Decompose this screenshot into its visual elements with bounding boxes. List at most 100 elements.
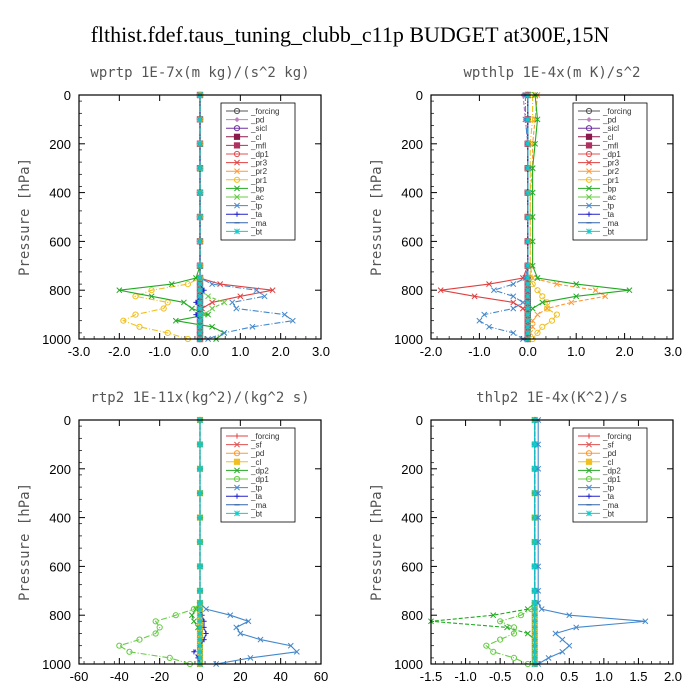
- legend-marker: [585, 125, 593, 132]
- x-tick-label: 60: [314, 669, 328, 684]
- data-point: [534, 329, 541, 336]
- data-point: [553, 311, 560, 318]
- data-point: [257, 636, 264, 643]
- data-point: [545, 654, 552, 661]
- data-point: [483, 642, 490, 649]
- data-point: [531, 654, 538, 661]
- series-tp: [476, 92, 531, 342]
- data-point: [534, 311, 541, 318]
- series-line: [117, 420, 201, 665]
- data-point: [476, 317, 483, 324]
- data-point: [573, 281, 580, 288]
- x-tick-label: 3.0: [312, 344, 330, 359]
- legend-entry: _pr1: [602, 176, 620, 185]
- data-point: [261, 293, 268, 300]
- data-point: [197, 116, 203, 123]
- legend-entry: _dp2: [250, 466, 269, 475]
- legend-box: [220, 427, 296, 523]
- series-line: [430, 420, 536, 664]
- data-point: [197, 654, 203, 661]
- legend-marker: [233, 150, 241, 158]
- y-tick-label: 600: [401, 234, 423, 249]
- data-point: [524, 238, 531, 245]
- legend-entry: _pr3: [250, 159, 268, 168]
- legend-marker: [234, 510, 240, 517]
- data-point: [191, 649, 197, 655]
- data-point: [197, 648, 203, 655]
- data-point: [197, 323, 203, 330]
- y-tick-label: 0: [64, 88, 71, 103]
- x-tick-label: -1.0: [454, 669, 476, 684]
- legend-entry: _tp: [250, 484, 263, 493]
- data-point: [197, 329, 203, 336]
- y-tick-label: 1000: [394, 332, 423, 347]
- data-point: [437, 287, 444, 294]
- data-point: [553, 281, 560, 288]
- data-point: [510, 299, 517, 306]
- data-point: [531, 630, 538, 637]
- legend-entry: _tp: [250, 202, 263, 211]
- data-point: [197, 140, 203, 147]
- data-point: [531, 624, 538, 631]
- legend-entry: _pd: [602, 116, 616, 125]
- data-point: [148, 287, 155, 294]
- x-tick-label: 1.0: [595, 669, 613, 684]
- legend-marker: [585, 176, 593, 183]
- legend-marker: [585, 107, 593, 115]
- y-tick-label: 600: [49, 559, 71, 574]
- data-point: [524, 275, 531, 281]
- x-tick-label: 0.0: [526, 669, 544, 684]
- legend-marker: [586, 202, 592, 209]
- data-point: [524, 140, 531, 147]
- legend-marker: [586, 484, 592, 491]
- legend-marker: [585, 475, 593, 483]
- y-tick-label: 200: [401, 462, 423, 477]
- legend-entry: _bt: [250, 509, 263, 518]
- data-point: [520, 305, 526, 312]
- data-point: [510, 624, 518, 631]
- data-point: [531, 618, 538, 625]
- legend-marker: [586, 194, 592, 200]
- data-point: [197, 624, 203, 631]
- x-tick-label: 20: [233, 669, 247, 684]
- legend-entry: _ma: [602, 501, 619, 510]
- y-axis-label: Pressure [hPa]: [369, 483, 385, 601]
- chart-title: thlp2 1E-4x(K^2)/s: [476, 390, 628, 406]
- y-tick-label: 1000: [42, 657, 71, 672]
- plot-frame: [430, 94, 674, 340]
- legend-entry: _ta: [250, 492, 263, 501]
- x-tick-label: -3.0: [68, 344, 90, 359]
- legend-entry: _forcing: [250, 432, 279, 441]
- legend-marker: [234, 194, 240, 200]
- data-point: [534, 287, 541, 294]
- data-point: [249, 323, 256, 330]
- legend-entry: _ac: [602, 193, 616, 202]
- legend-marker: [586, 185, 592, 192]
- data-point: [529, 317, 536, 324]
- data-point: [172, 612, 179, 619]
- data-point: [126, 648, 133, 655]
- legend-marker: [586, 168, 592, 175]
- y-tick-label: 400: [401, 511, 423, 526]
- data-point: [209, 305, 216, 312]
- y-tick-label: 600: [401, 559, 423, 574]
- y-tick-label: 400: [49, 511, 71, 526]
- series-bt: [197, 417, 203, 667]
- legend-marker: [233, 142, 241, 149]
- data-point: [490, 612, 497, 619]
- data-point: [233, 305, 240, 312]
- data-point: [166, 654, 173, 662]
- legend-entry: _pr2: [250, 167, 268, 176]
- x-tick-label: -2.0: [108, 344, 130, 359]
- legend-entry: _mfl: [602, 141, 618, 150]
- data-point: [197, 618, 203, 625]
- data-point: [510, 329, 517, 336]
- legend-box: [572, 427, 648, 523]
- chart-title: wpthlp 1E-4x(m K)/s^2: [463, 65, 640, 81]
- legend-marker: [234, 433, 240, 439]
- legend-marker: [233, 107, 241, 115]
- legend-marker: [234, 484, 240, 491]
- data-point: [197, 287, 203, 294]
- data-point: [190, 606, 198, 613]
- data-point: [120, 317, 127, 324]
